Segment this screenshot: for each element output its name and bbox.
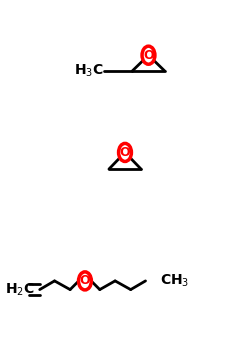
Text: H$_2$C: H$_2$C — [5, 281, 35, 298]
Circle shape — [142, 46, 155, 64]
Circle shape — [78, 272, 92, 290]
Text: O: O — [143, 49, 154, 62]
Text: O: O — [80, 274, 90, 287]
Circle shape — [118, 144, 132, 161]
Text: H$_3$C: H$_3$C — [74, 63, 104, 79]
Text: O: O — [120, 146, 130, 159]
Text: CH$_3$: CH$_3$ — [160, 273, 189, 289]
